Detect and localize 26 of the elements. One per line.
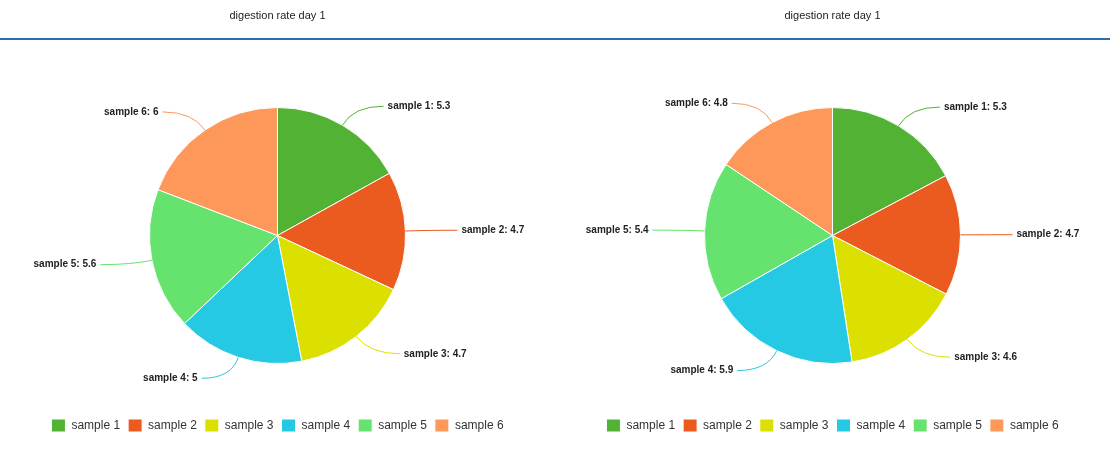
legend-label: sample 6: [1009, 417, 1059, 432]
legend-label: sample 3: [779, 417, 829, 432]
legend-label: sample 3: [224, 417, 274, 432]
data-label: sample 5: 5.4: [585, 223, 650, 235]
legend-label: sample 5: [378, 417, 428, 432]
chart-title: digestion rate day 1: [0, 0, 555, 40]
data-label: sample 4: 5.9: [670, 364, 734, 376]
chart-title: digestion rate day 1: [555, 0, 1110, 40]
legend-label: sample 4: [301, 417, 351, 432]
data-label: sample 2: 4.7: [1016, 228, 1080, 240]
data-label: sample 3: 4.7: [403, 347, 468, 359]
data-label: sample 1: 5.3: [387, 99, 451, 111]
legend-label: sample 6: [454, 417, 504, 432]
data-label: sample 1: 5.3: [943, 100, 1008, 112]
legend-label: sample 5: [933, 417, 983, 432]
legend-label: sample 4: [856, 417, 906, 432]
data-label: sample 5: 5.6: [33, 258, 97, 270]
legend-label: sample 2: [703, 417, 753, 432]
legend-label: sample 2: [148, 417, 198, 432]
data-label: sample 3: 4.6: [954, 350, 1018, 362]
legend-label: sample 1: [626, 417, 676, 432]
legend-label: sample 1: [71, 417, 121, 432]
data-label: sample 4: 5: [143, 372, 198, 384]
data-label: sample 6: 4.8: [664, 96, 729, 108]
data-label: sample 6: 6: [104, 105, 159, 117]
data-label: sample 2: 4.7: [461, 223, 525, 235]
